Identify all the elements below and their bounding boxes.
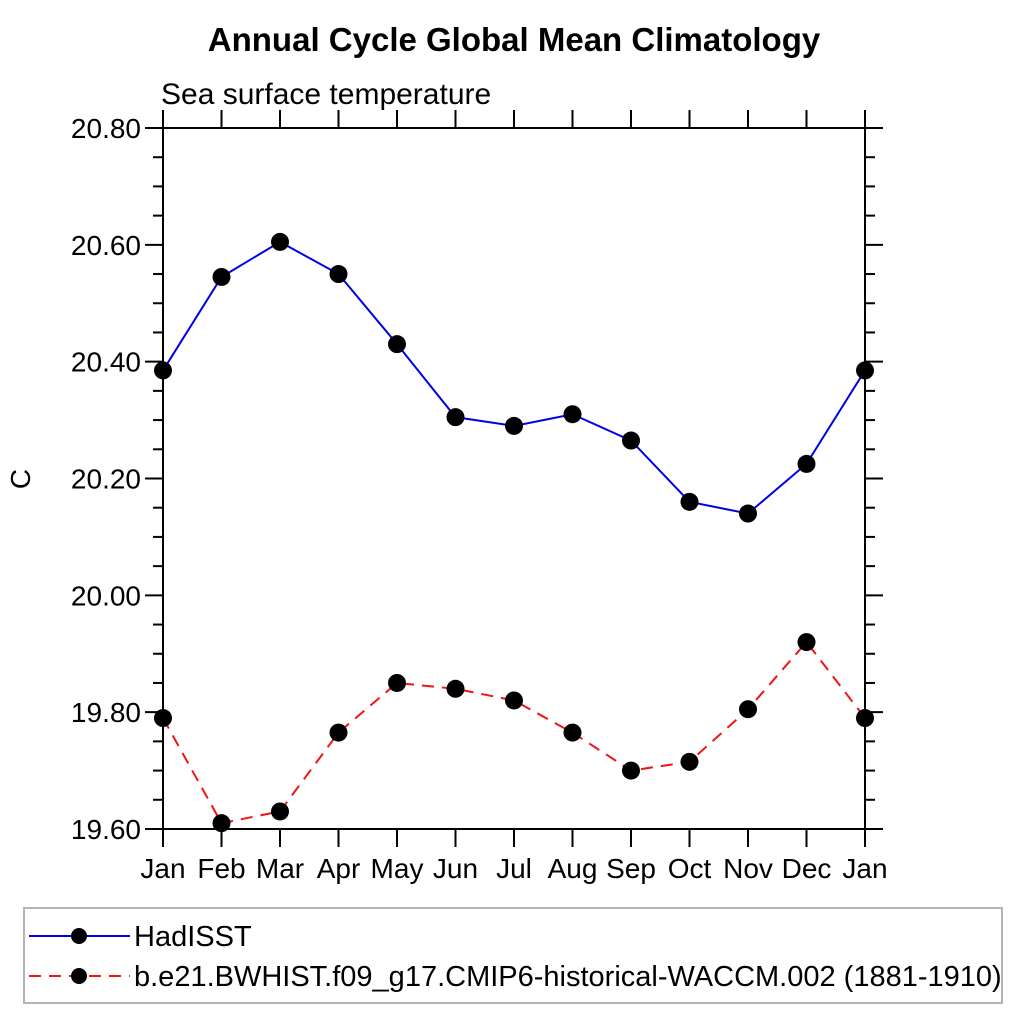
data-point-marker <box>446 408 465 427</box>
data-point-marker <box>505 691 523 710</box>
x-tick-label: Aug <box>548 853 598 884</box>
y-tick-label: 20.80 <box>71 113 141 144</box>
plot-frame <box>162 127 866 830</box>
x-tick-labels: Jan Feb Mar Apr May Jun Jul Aug Sep Oct Nov Dec Jan <box>140 853 887 884</box>
chart-title: Annual Cycle Global Mean Climatology <box>208 21 821 58</box>
x-tick-label: Nov <box>723 853 773 884</box>
legend-box <box>23 907 1003 1004</box>
y-axis-label: C <box>5 469 36 489</box>
data-point-marker <box>388 673 406 692</box>
legend-label-1: b.e21.BWHIST.f09_g17.CMIP6-historical-WA… <box>134 961 1002 993</box>
data-point-marker <box>622 431 640 450</box>
data-point-marker <box>154 709 172 728</box>
x-tick-label: Jun <box>433 853 478 884</box>
legend-marker-0 <box>71 928 87 944</box>
y-tick-label: 19.60 <box>71 814 141 845</box>
x-tick-label: Jan <box>842 853 887 884</box>
data-point-marker <box>856 361 874 380</box>
chart-legend: HadISST b.e21.BWHIST.f09_g17.CMIP6-histor… <box>23 907 1003 1004</box>
data-point-marker <box>154 361 172 380</box>
data-point-marker <box>446 679 465 698</box>
series-line-0 <box>162 240 866 515</box>
data-point-marker <box>563 723 582 742</box>
data-point-marker <box>271 802 289 821</box>
data-point-marker <box>856 709 874 728</box>
data-point-marker <box>271 232 289 251</box>
data-point-marker <box>797 633 816 652</box>
data-point-marker <box>622 761 640 780</box>
axis-ticks <box>145 110 883 847</box>
plot-border <box>162 127 866 830</box>
data-series <box>154 232 874 833</box>
data-point-marker <box>797 454 816 473</box>
data-point-marker <box>329 265 348 284</box>
series-line-1 <box>162 640 866 825</box>
y-tick-label: 20.40 <box>71 347 141 378</box>
legend-marker-1 <box>71 968 87 984</box>
x-tick-label: Dec <box>782 853 832 884</box>
data-point-marker <box>212 814 231 833</box>
y-tick-labels: 19.60 19.80 20.00 20.20 20.40 20.60 20.80 <box>71 113 141 845</box>
x-tick-label: Jan <box>140 853 185 884</box>
x-tick-label: Oct <box>668 853 712 884</box>
chart-subtitle: Sea surface temperature <box>161 78 491 111</box>
data-point-marker <box>212 267 231 286</box>
x-tick-label: Jul <box>496 853 532 884</box>
y-tick-label: 20.60 <box>71 230 141 261</box>
data-point-marker <box>680 752 699 771</box>
y-tick-label: 19.80 <box>71 697 141 728</box>
y-tick-label: 20.20 <box>71 464 141 495</box>
x-tick-label: Mar <box>256 853 304 884</box>
data-point-marker <box>563 405 582 424</box>
data-point-marker <box>680 492 699 511</box>
data-point-marker <box>388 335 406 354</box>
data-point-marker <box>505 416 523 435</box>
data-point-marker <box>329 723 348 742</box>
data-point-marker <box>739 504 757 523</box>
x-tick-label: Sep <box>606 853 656 884</box>
x-tick-label: May <box>371 853 424 884</box>
y-tick-label: 20.00 <box>71 580 141 611</box>
legend-label-0: HadISST <box>134 921 252 953</box>
x-tick-label: Apr <box>317 853 361 884</box>
x-tick-label: Feb <box>197 853 245 884</box>
data-point-marker <box>739 700 757 719</box>
